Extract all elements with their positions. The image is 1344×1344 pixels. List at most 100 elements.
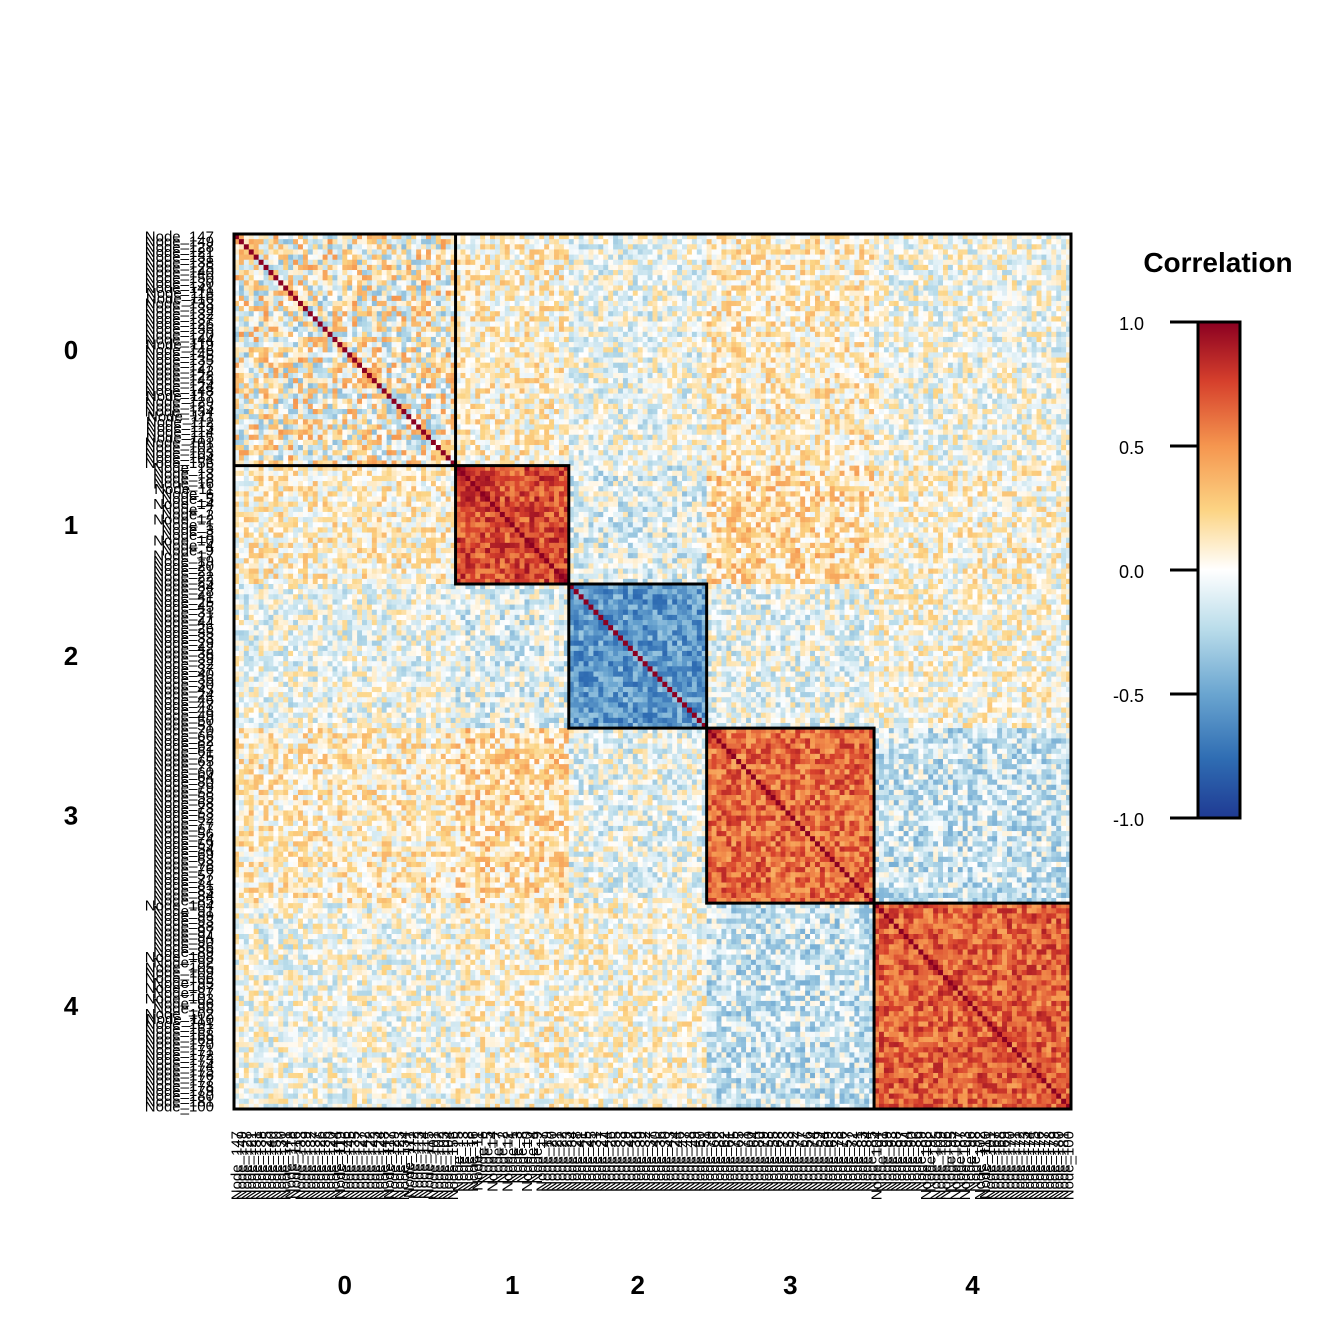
heatmap-cell — [686, 362, 693, 369]
heatmap-cell — [770, 342, 776, 348]
heatmap-cell — [775, 270, 781, 276]
heatmap-cell — [411, 383, 417, 389]
heatmap-cell — [455, 336, 461, 343]
heatmap-cell — [578, 367, 584, 374]
heatmap-cell — [864, 300, 870, 307]
heatmap-cell — [898, 347, 904, 353]
heatmap-cell — [987, 326, 993, 333]
heatmap-cell — [470, 249, 476, 255]
heatmap-cell — [386, 362, 392, 369]
heatmap-cell — [967, 362, 973, 369]
heatmap-cell — [883, 378, 890, 384]
heatmap-cell — [632, 342, 639, 348]
heatmap-cell — [430, 285, 437, 292]
heatmap-cell — [765, 275, 772, 281]
heatmap-cell — [445, 342, 452, 348]
heatmap-cell — [844, 352, 850, 358]
heatmap-cell — [430, 244, 437, 250]
heatmap-cell — [298, 234, 304, 240]
heatmap-cell — [888, 264, 895, 271]
heatmap-cell — [524, 264, 530, 271]
heatmap-cell — [982, 336, 988, 343]
heatmap-cell — [445, 280, 452, 286]
heatmap-cell — [347, 285, 353, 292]
heatmap-cell — [933, 239, 939, 245]
heatmap-cell — [992, 249, 998, 255]
heatmap-cell — [962, 234, 968, 240]
heatmap-cell — [416, 285, 422, 292]
heatmap-cell — [327, 275, 333, 281]
heatmap-cell — [686, 264, 693, 271]
heatmap-cell — [642, 275, 648, 281]
heatmap-cell — [667, 239, 673, 245]
heatmap-cell — [682, 311, 688, 317]
heatmap-cell — [371, 336, 378, 343]
heatmap-cell — [455, 306, 461, 312]
heatmap-cell — [426, 378, 432, 384]
heatmap-cell — [549, 275, 555, 281]
heatmap-cell — [711, 254, 717, 261]
heatmap-cell — [406, 259, 412, 266]
heatmap-cell — [1066, 352, 1072, 358]
heatmap-cell — [578, 311, 584, 317]
heatmap-cell — [795, 372, 801, 379]
heatmap-cell — [1061, 342, 1067, 348]
heatmap-cell — [544, 264, 550, 271]
heatmap-cell — [701, 306, 708, 312]
heatmap-cell — [913, 311, 919, 317]
heatmap-cell — [529, 244, 535, 250]
heatmap-cell — [997, 244, 1003, 250]
heatmap-cell — [982, 249, 988, 255]
heatmap-cell — [1051, 316, 1057, 322]
heatmap-cell — [1051, 321, 1057, 328]
heatmap-cell — [549, 331, 555, 338]
heatmap-cell — [888, 336, 895, 343]
heatmap-cell — [1011, 306, 1018, 312]
heatmap-cell — [977, 259, 983, 266]
heatmap-cell — [573, 336, 580, 343]
heatmap-cell — [878, 244, 885, 250]
heatmap-cell — [608, 342, 614, 348]
heatmap-cell — [430, 357, 437, 364]
heatmap-cell — [972, 336, 978, 343]
heatmap-cell — [440, 244, 447, 250]
heatmap-cell — [485, 264, 491, 271]
heatmap-cell — [357, 275, 363, 281]
heatmap-cell — [874, 295, 880, 302]
heatmap-cell — [997, 275, 1003, 281]
heatmap-cell — [485, 383, 491, 389]
heatmap-cell — [642, 239, 648, 245]
heatmap-cell — [726, 285, 732, 292]
heatmap-cell — [726, 372, 732, 379]
heatmap-cell — [490, 352, 496, 358]
heatmap-cell — [829, 316, 836, 322]
heatmap-cell — [849, 285, 855, 292]
heatmap-cell — [849, 336, 855, 343]
heatmap-cell — [283, 295, 289, 302]
heatmap-cell — [982, 367, 988, 374]
heatmap-cell — [342, 280, 348, 286]
heatmap-cell — [1026, 357, 1033, 364]
heatmap-cell — [824, 342, 831, 348]
heatmap-cell — [672, 254, 678, 261]
heatmap-cell — [317, 249, 324, 255]
heatmap-cell — [480, 316, 486, 322]
heatmap-cell — [810, 239, 816, 245]
heatmap-cell — [652, 295, 658, 302]
heatmap-cell — [800, 249, 806, 255]
heatmap-cell — [637, 244, 644, 250]
heatmap-cell — [317, 306, 324, 312]
heatmap-cell — [234, 342, 240, 348]
heatmap-cell — [509, 311, 516, 317]
heatmap-cell — [480, 306, 486, 312]
heatmap-cell — [273, 249, 279, 255]
heatmap-cell — [549, 347, 555, 353]
heatmap-cell — [401, 347, 407, 353]
heatmap-cell — [327, 357, 333, 364]
heatmap-cell — [416, 372, 422, 379]
heatmap-cell — [810, 264, 816, 271]
heatmap-cell — [992, 331, 998, 338]
heatmap-cell — [637, 352, 644, 358]
heatmap-cell — [243, 378, 250, 384]
heatmap-cell — [726, 259, 732, 266]
